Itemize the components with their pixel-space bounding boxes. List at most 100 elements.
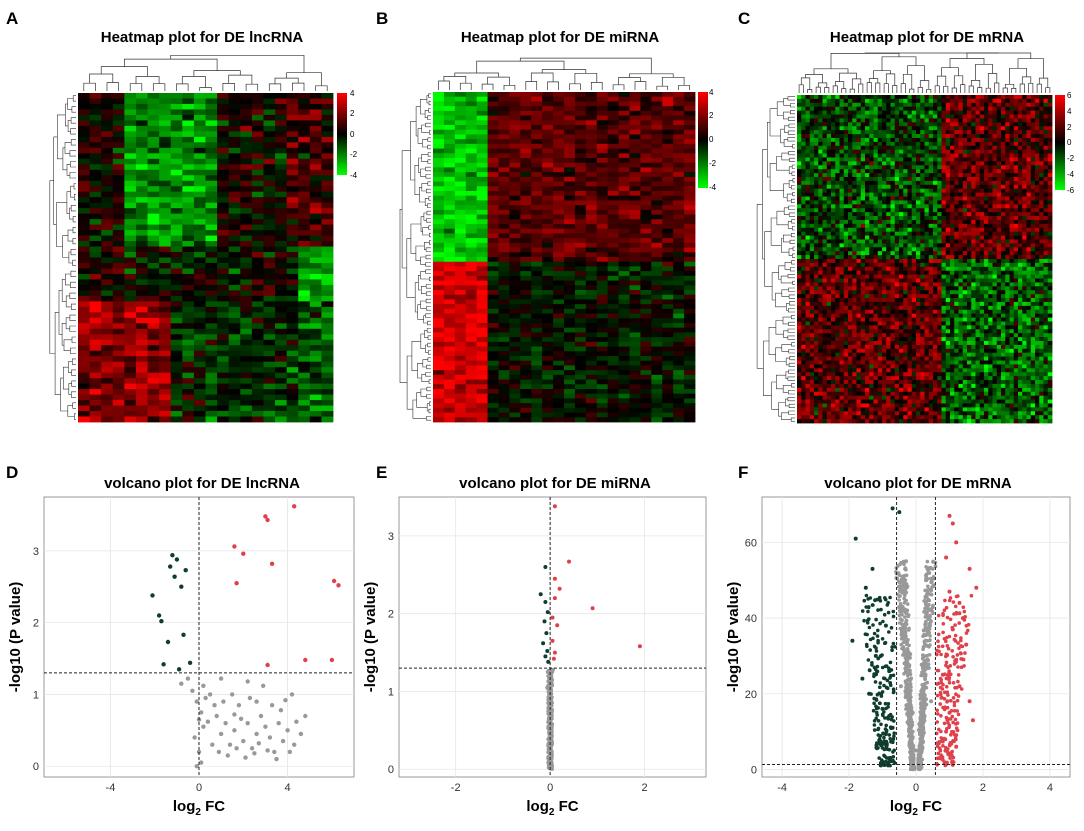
heatmap-cell <box>662 313 674 319</box>
heatmap-cell <box>618 370 630 376</box>
heatmap-cell <box>553 389 565 395</box>
heatmap-cell <box>640 214 652 220</box>
heatmap-cell <box>684 233 696 239</box>
heatmap-cell <box>814 192 819 197</box>
heatmap-cell <box>607 299 619 305</box>
heatmap-cell <box>1026 196 1032 201</box>
heatmap-cell <box>920 114 925 119</box>
dendrogram-branch <box>800 77 811 90</box>
heatmap-cell <box>89 290 102 297</box>
heatmap-cell <box>618 346 630 352</box>
heatmap-cell <box>531 285 543 291</box>
heatmap-cell <box>831 122 836 127</box>
heatmap-cell <box>454 318 467 324</box>
heatmap-cell <box>1009 141 1015 147</box>
heatmap-cell <box>984 134 989 139</box>
heatmap-cell <box>809 118 815 123</box>
heatmap-cell <box>135 175 148 182</box>
heatmap-cell <box>865 169 870 174</box>
heatmap-cell <box>170 142 183 149</box>
dendrogram-branch <box>424 110 429 118</box>
heatmap-cell <box>476 181 488 187</box>
heatmap-cell <box>920 122 925 127</box>
heatmap-cell <box>476 290 488 296</box>
heatmap-cell <box>1047 98 1053 104</box>
heatmap-cell <box>899 95 904 100</box>
heatmap-cell <box>984 192 989 197</box>
heatmap-cell <box>520 139 532 145</box>
heatmap-cell <box>286 339 299 346</box>
heatmap-cell <box>865 188 870 194</box>
heatmap-cell <box>607 393 619 399</box>
dendrogram-branch <box>70 117 76 124</box>
heatmap-cell <box>988 184 993 190</box>
heatmap-cell <box>907 106 913 112</box>
heatmap-cell <box>124 345 137 352</box>
heatmap-cell <box>564 374 576 380</box>
heatmap-cell <box>596 275 609 281</box>
heatmap-cell <box>886 184 891 190</box>
heatmap-cell <box>992 134 998 139</box>
heatmap-cell <box>629 294 641 300</box>
heatmap-cell <box>124 235 137 242</box>
heatmap-cell <box>835 134 840 139</box>
heatmap-cell <box>147 295 160 302</box>
heatmap-cell <box>996 196 1002 201</box>
heatmap-cell <box>809 149 815 154</box>
heatmap-cell <box>894 122 900 127</box>
heatmap-cell <box>596 356 609 362</box>
heatmap-cell <box>205 125 218 132</box>
heatmap-cell <box>275 273 288 280</box>
heatmap-cell <box>89 241 102 247</box>
panel-label-e: E <box>376 463 387 482</box>
heatmap-cell <box>629 280 641 286</box>
heatmap-cell <box>574 134 587 140</box>
heatmap-cell <box>640 412 652 418</box>
heatmap-cell <box>1022 184 1027 190</box>
heatmap-cell <box>873 153 879 158</box>
heatmap-cell <box>882 177 887 182</box>
heatmap-cell <box>662 304 674 310</box>
heatmap-cell <box>454 214 467 220</box>
heatmap-cell <box>992 114 998 119</box>
heatmap-cell <box>933 188 938 194</box>
heatmap-cell <box>954 95 959 100</box>
heatmap-cell <box>182 339 195 346</box>
heatmap-cell <box>135 120 148 127</box>
heatmap-cell <box>916 161 921 166</box>
heatmap-cell <box>217 224 230 231</box>
heatmap-cell <box>835 95 840 100</box>
heatmap-cell <box>684 162 696 168</box>
heatmap-cell <box>263 273 276 280</box>
heatmap-cell <box>585 398 598 404</box>
heatmap-cell <box>159 312 172 319</box>
heatmap-cell <box>1030 173 1036 178</box>
dendrogram-branch <box>783 98 791 106</box>
heatmap-cell <box>574 148 587 154</box>
heatmap-cell <box>112 191 125 198</box>
heatmap-cell <box>498 313 510 319</box>
heatmap-cell <box>684 257 696 263</box>
heatmap-cell <box>89 279 102 286</box>
heatmap-cell <box>89 136 102 143</box>
heatmap-cell <box>135 345 148 352</box>
heatmap-cell <box>860 102 866 108</box>
heatmap-cell <box>869 114 874 119</box>
heatmap-cell <box>182 323 195 330</box>
heatmap-cell <box>618 129 630 135</box>
dendrogram-branch <box>788 294 795 299</box>
heatmap-cell <box>882 126 887 131</box>
heatmap-cell <box>640 200 652 206</box>
heatmap-cell <box>286 284 299 291</box>
heatmap-cell <box>941 110 947 115</box>
heatmap-cell <box>101 241 114 247</box>
heatmap-cell <box>1035 102 1040 108</box>
heatmap-cell <box>1047 122 1053 127</box>
heatmap-cell <box>275 345 288 352</box>
heatmap-cell <box>831 114 836 119</box>
heatmap-cell <box>596 219 609 225</box>
heatmap-cell <box>193 273 206 280</box>
heatmap-cell <box>112 224 125 231</box>
heatmap-cell <box>852 137 857 143</box>
heatmap-cell <box>498 181 510 187</box>
